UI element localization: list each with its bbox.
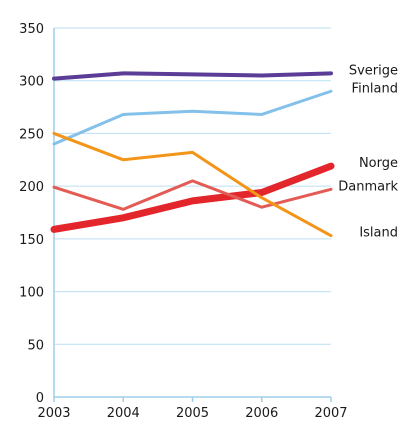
y-tick-label: 250: [19, 127, 44, 142]
x-tick-label: 2005: [176, 406, 209, 421]
legend-label-norge: Norge: [359, 156, 398, 171]
series-line-finland: [52, 89, 333, 146]
y-tick-label: 300: [19, 75, 44, 90]
legend-label-finland: Finland: [352, 81, 398, 96]
y-tick-label: 200: [19, 180, 44, 195]
x-tick-label: 2004: [107, 406, 140, 421]
y-tick-label: 350: [19, 22, 44, 37]
series-lines: [50, 71, 335, 238]
y-axis-ticks: 0 50 100 150 200 250 300 350: [19, 22, 44, 406]
legend-label-island: Island: [359, 226, 398, 241]
x-axis-ticks: 2003 2004 2005 2006 2007: [37, 397, 348, 421]
legend: Sverige Finland Norge Danmark Island: [338, 63, 398, 240]
x-tick-label: 2006: [245, 406, 278, 421]
y-tick-label: 100: [19, 286, 44, 301]
y-tick-label: 150: [19, 233, 44, 248]
legend-label-sverige: Sverige: [349, 63, 398, 78]
x-tick-label: 2007: [314, 406, 347, 421]
legend-label-danmark: Danmark: [338, 179, 398, 194]
series-line-norge: [50, 162, 335, 233]
y-tick-label: 0: [36, 391, 44, 406]
y-tick-label: 50: [27, 338, 44, 353]
grid-lines: [54, 27, 331, 345]
series-line-sverige: [52, 71, 333, 81]
series-line-danmark: [52, 179, 333, 211]
x-tick-label: 2003: [37, 406, 70, 421]
series-line-island: [52, 131, 333, 238]
